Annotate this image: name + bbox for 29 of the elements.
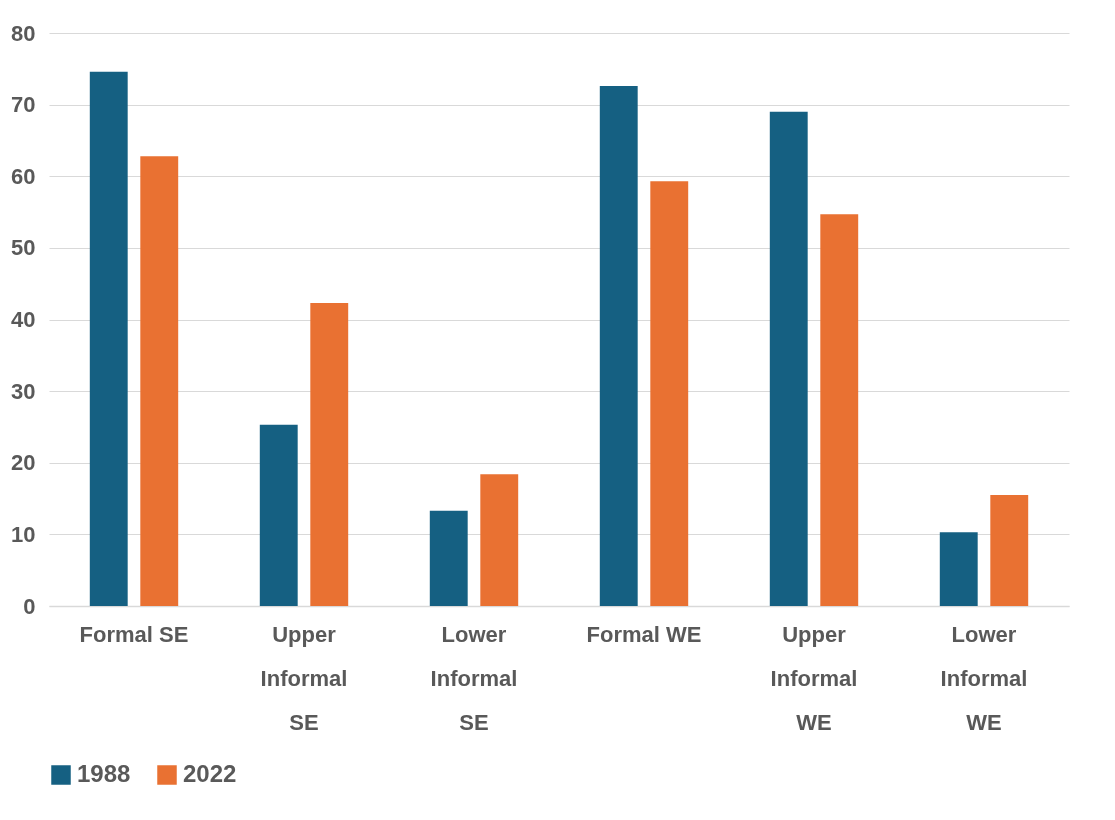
bar (310, 303, 349, 606)
bar (990, 494, 1029, 606)
x-tick-label: Formal WE (586, 621, 702, 647)
bar (89, 71, 128, 606)
legend-label: 2022 (183, 760, 237, 787)
bar (939, 532, 978, 606)
y-tick-label: 60 (11, 163, 36, 189)
legend-label: 1988 (77, 760, 131, 787)
bar (429, 510, 468, 606)
x-tick-label: Upper Informal SE (260, 621, 348, 735)
bar (820, 214, 859, 606)
y-tick-label: 50 (11, 235, 36, 261)
y-tick-label: 30 (11, 378, 36, 404)
bar (650, 181, 689, 606)
y-tick-label: 10 (11, 521, 36, 547)
x-tick-label: Lower Informal SE (430, 621, 518, 735)
y-tick-label: 0 (23, 593, 36, 619)
bar (599, 86, 638, 606)
bar (769, 111, 808, 606)
bar (140, 156, 179, 606)
y-tick-label: 20 (11, 450, 36, 476)
x-tick-label: Upper Informal WE (770, 621, 858, 735)
y-tick-label: 70 (11, 92, 36, 118)
bar (259, 424, 298, 606)
x-tick-label: Lower Informal WE (940, 621, 1028, 735)
bar (480, 474, 519, 606)
y-tick-label: 40 (11, 307, 36, 332)
x-tick-label: Formal SE (79, 621, 189, 647)
y-tick-label: 80 (11, 20, 36, 46)
